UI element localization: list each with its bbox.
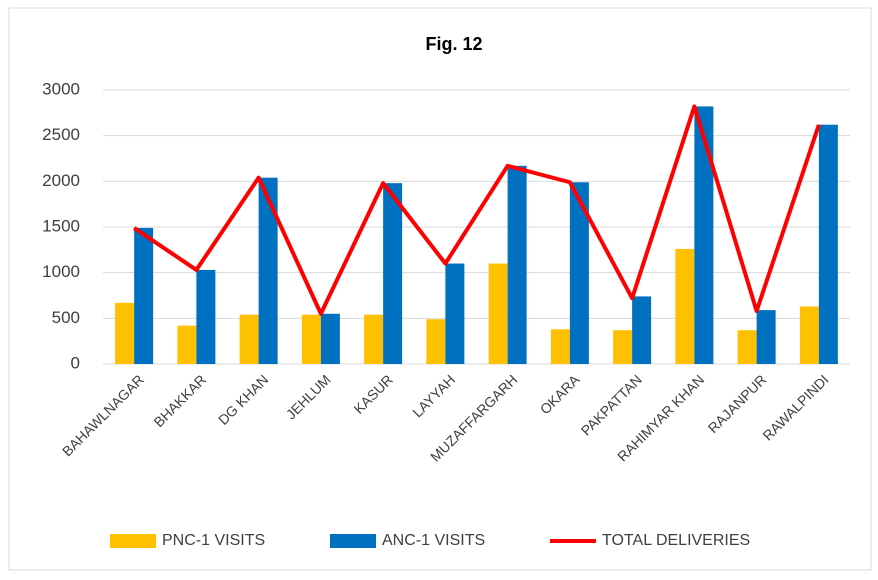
bar <box>694 106 714 364</box>
bar <box>445 263 465 364</box>
bar <box>320 313 340 364</box>
bar <box>177 325 197 364</box>
bar <box>134 227 154 364</box>
bar <box>364 314 384 364</box>
bar <box>675 248 695 364</box>
chart-title: Fig. 12 <box>425 34 482 54</box>
legend-swatch <box>110 534 156 548</box>
bar <box>550 329 570 364</box>
bar <box>426 319 446 364</box>
legend-swatch <box>330 534 376 548</box>
y-tick-label: 3000 <box>42 79 80 98</box>
bar <box>488 263 508 364</box>
y-tick-label: 1000 <box>42 262 80 281</box>
y-tick-label: 2500 <box>42 125 80 144</box>
y-tick-label: 2000 <box>42 171 80 190</box>
legend-label: TOTAL DELIVERIES <box>602 532 750 549</box>
bar <box>632 296 652 364</box>
y-tick-label: 0 <box>71 353 80 372</box>
bar <box>301 314 321 364</box>
bar <box>799 306 819 364</box>
bar <box>569 182 589 364</box>
line <box>133 104 821 316</box>
y-tick-label: 1500 <box>42 216 80 235</box>
bar <box>258 177 278 364</box>
bar <box>115 302 135 364</box>
bar <box>239 314 259 364</box>
bar <box>756 310 776 364</box>
bar <box>737 330 757 364</box>
bar <box>383 183 403 364</box>
bar <box>507 165 527 364</box>
bar <box>196 269 216 364</box>
y-tick-label: 500 <box>52 308 80 327</box>
bar <box>613 330 633 364</box>
bar <box>818 124 838 364</box>
legend-label: ANC-1 VISITS <box>382 532 485 549</box>
legend-label: PNC-1 VISITS <box>162 532 265 549</box>
